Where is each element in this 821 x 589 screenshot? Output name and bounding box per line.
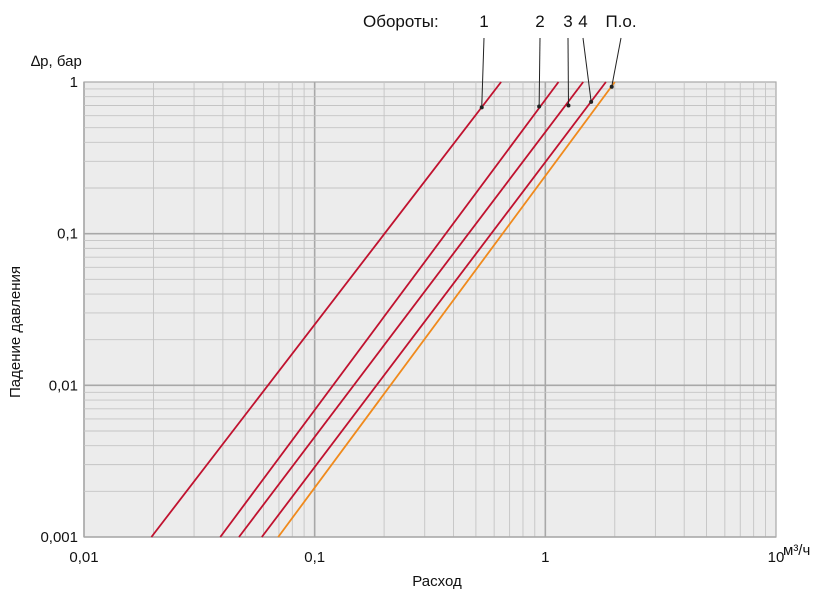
legend-leader-line	[481, 37, 485, 108]
series-lines	[150, 81, 616, 538]
legend-leader-line	[538, 37, 541, 107]
legend-leader-line	[582, 37, 592, 102]
y-axis-title: Падение давления	[7, 266, 24, 398]
plot-area	[83, 81, 777, 538]
y-tick-label: 0,001	[40, 529, 78, 546]
legend-leaders	[479, 37, 622, 110]
legend-leader-line	[611, 37, 622, 87]
series-marker-dot	[479, 105, 484, 110]
series-marker-dot	[566, 103, 571, 108]
x-tick-label: 0,1	[304, 549, 325, 566]
x-tick-label: 10	[768, 549, 785, 566]
legend-label-П.о.: П.о.	[605, 12, 636, 31]
series-line-2	[219, 81, 560, 538]
legend-label-4: 4	[578, 12, 587, 31]
x-tick-label: 0,01	[69, 549, 98, 566]
series-marker-dot	[609, 84, 614, 89]
legend-label-1: 1	[479, 12, 488, 31]
x-axis-title: Расход	[412, 573, 462, 589]
y-unit-label: ∆p, бар	[31, 53, 82, 70]
x-unit-label: м³/ч	[783, 542, 810, 559]
y-tick-label: 1	[70, 74, 78, 91]
x-tick-label: 1	[541, 549, 549, 566]
series-marker-dot	[537, 104, 542, 109]
series-marker-dot	[589, 99, 594, 104]
grid-lines	[83, 82, 776, 538]
series-line-1	[150, 81, 502, 538]
legend-label-2: 2	[535, 12, 544, 31]
tick-labels: 0,01 0,1 1 10 0,001 0,01 0,1 1	[40, 74, 784, 566]
legend-label-3: 3	[563, 12, 572, 31]
series-line-П.о.	[277, 81, 616, 538]
legend-title: Обороты:	[363, 12, 439, 31]
series-line-4	[261, 81, 607, 538]
series-line-3	[238, 81, 584, 538]
y-tick-label: 0,01	[49, 377, 78, 394]
y-tick-label: 0,1	[57, 226, 78, 243]
